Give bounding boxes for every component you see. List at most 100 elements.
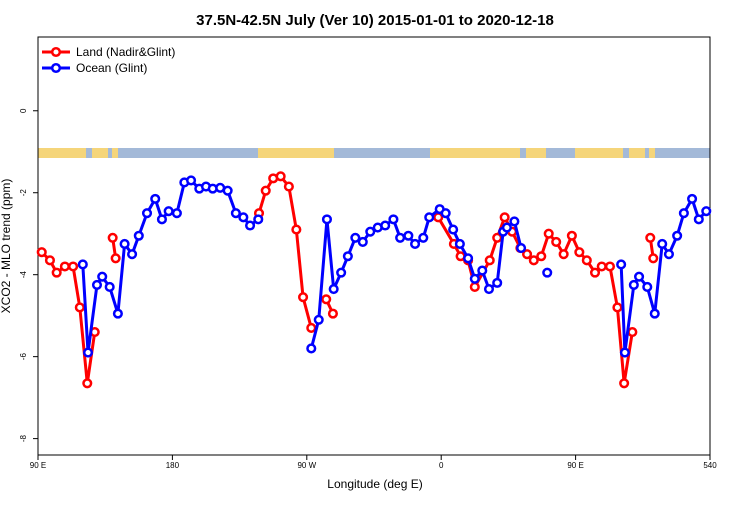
point	[328, 283, 339, 295]
point	[163, 206, 174, 217]
x-tick-label: 0	[439, 461, 444, 470]
point	[448, 224, 459, 235]
point	[463, 253, 474, 264]
ocean-band	[38, 148, 710, 158]
point	[36, 247, 47, 258]
point	[380, 220, 391, 231]
point	[97, 271, 108, 282]
point	[230, 208, 241, 219]
x-tick-label: 90 W	[297, 461, 316, 470]
point	[306, 343, 317, 354]
point	[410, 238, 421, 250]
point	[484, 255, 495, 266]
y-tick-label: -8	[19, 435, 28, 443]
land-band	[649, 148, 655, 158]
point	[612, 302, 623, 313]
legend-marker	[50, 46, 62, 58]
point	[424, 212, 435, 223]
point	[350, 232, 361, 243]
point	[283, 181, 294, 192]
point	[336, 267, 347, 278]
point	[186, 175, 197, 186]
point	[141, 208, 153, 219]
land-band	[575, 148, 623, 158]
point	[150, 193, 161, 204]
point	[342, 251, 353, 262]
point	[156, 214, 167, 225]
point	[171, 208, 182, 219]
point	[522, 249, 533, 260]
point	[516, 242, 527, 254]
point	[395, 232, 406, 243]
point	[649, 308, 660, 319]
point	[68, 261, 79, 272]
point	[321, 294, 332, 305]
point	[672, 230, 683, 241]
point	[663, 249, 674, 260]
point	[528, 255, 539, 266]
x-axis-label: Longitude (deg E)	[327, 477, 422, 491]
point	[222, 185, 233, 196]
x-tick-label: 90 E	[567, 461, 583, 470]
x-tick-label: 180	[166, 461, 180, 470]
x-tick-label: 540	[703, 461, 717, 470]
point	[418, 232, 429, 243]
land-band	[38, 148, 86, 158]
legend-label: Ocean (Glint)	[76, 61, 147, 75]
point	[501, 222, 512, 233]
point	[82, 347, 94, 358]
land-band	[526, 148, 546, 158]
point	[628, 279, 639, 290]
point	[619, 378, 630, 389]
point	[133, 230, 144, 241]
point	[291, 224, 302, 235]
point	[260, 185, 271, 196]
land-band	[258, 148, 334, 158]
point	[657, 238, 668, 250]
point	[469, 273, 480, 284]
point	[645, 232, 656, 243]
land-band	[430, 148, 520, 158]
point	[596, 261, 607, 272]
point	[245, 220, 256, 231]
point	[119, 238, 130, 250]
point	[542, 267, 553, 278]
legend-label: Land (Nadir&Glint)	[76, 45, 175, 59]
point	[634, 271, 645, 282]
point	[112, 308, 123, 319]
point	[477, 265, 488, 276]
point	[701, 206, 712, 217]
point	[388, 214, 399, 225]
chart-title: 37.5N-42.5N July (Ver 10) 2015-01-01 to …	[196, 12, 554, 29]
land-band	[112, 148, 118, 158]
y-tick-label: 0	[19, 108, 28, 113]
point	[275, 171, 286, 182]
point	[365, 226, 376, 237]
point	[327, 308, 338, 319]
point	[82, 378, 93, 389]
point	[306, 322, 317, 334]
point	[616, 259, 627, 270]
point	[648, 253, 659, 264]
point	[110, 253, 121, 264]
point	[509, 216, 520, 227]
point	[551, 236, 562, 247]
x-tick-label: 90 E	[30, 461, 46, 470]
point	[91, 279, 103, 290]
point	[44, 255, 55, 266]
map-strip	[38, 148, 710, 158]
point	[581, 255, 592, 266]
point	[104, 281, 115, 293]
point	[403, 230, 414, 241]
legend-marker	[50, 62, 62, 74]
point	[107, 232, 118, 243]
point	[536, 251, 547, 262]
y-tick-label: -6	[19, 353, 28, 361]
land-band	[92, 148, 108, 158]
point	[499, 212, 510, 223]
point	[321, 214, 333, 225]
point	[127, 249, 138, 260]
land-band	[629, 148, 645, 158]
